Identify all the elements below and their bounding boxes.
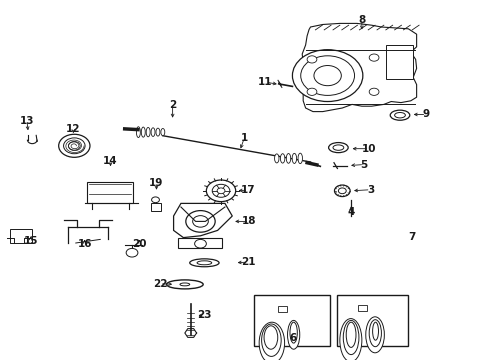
- Text: 3: 3: [366, 185, 373, 195]
- Ellipse shape: [156, 128, 160, 136]
- Text: 18: 18: [242, 216, 256, 226]
- Circle shape: [63, 138, 85, 154]
- Ellipse shape: [389, 110, 409, 120]
- Ellipse shape: [136, 127, 140, 138]
- Ellipse shape: [274, 154, 278, 163]
- Text: 10: 10: [361, 144, 376, 154]
- Ellipse shape: [189, 259, 219, 267]
- Circle shape: [194, 239, 206, 248]
- Text: 12: 12: [66, 123, 81, 134]
- Text: 6: 6: [289, 333, 296, 343]
- Text: 13: 13: [20, 116, 34, 126]
- Circle shape: [68, 141, 80, 150]
- Ellipse shape: [286, 153, 290, 163]
- Text: 19: 19: [149, 178, 163, 188]
- Text: 16: 16: [77, 239, 92, 249]
- Circle shape: [185, 211, 215, 232]
- Text: 21: 21: [241, 257, 255, 267]
- Ellipse shape: [280, 154, 284, 163]
- Circle shape: [306, 56, 316, 63]
- Ellipse shape: [261, 324, 281, 356]
- Ellipse shape: [368, 320, 381, 347]
- Text: 7: 7: [407, 232, 415, 242]
- Circle shape: [212, 184, 229, 197]
- Text: 14: 14: [103, 156, 118, 166]
- Bar: [337, 295, 407, 346]
- Circle shape: [192, 216, 208, 227]
- Circle shape: [126, 248, 138, 257]
- Bar: [254, 295, 329, 346]
- Ellipse shape: [328, 143, 347, 153]
- Bar: [178, 238, 222, 248]
- Ellipse shape: [151, 128, 155, 136]
- Text: 17: 17: [241, 185, 255, 195]
- Ellipse shape: [146, 127, 150, 137]
- Ellipse shape: [372, 322, 378, 340]
- Text: 22: 22: [152, 279, 167, 289]
- Text: 23: 23: [197, 310, 211, 320]
- Circle shape: [206, 180, 235, 202]
- Ellipse shape: [141, 127, 145, 137]
- Text: 2: 2: [169, 100, 176, 110]
- Bar: [386, 45, 412, 79]
- Bar: [150, 203, 161, 211]
- Text: 4: 4: [346, 207, 354, 217]
- Ellipse shape: [346, 322, 355, 347]
- Ellipse shape: [298, 153, 302, 163]
- Text: 9: 9: [422, 109, 429, 120]
- Circle shape: [338, 188, 346, 194]
- Text: 20: 20: [132, 239, 146, 249]
- Ellipse shape: [289, 322, 297, 343]
- Bar: [87, 182, 133, 203]
- Bar: [10, 229, 32, 243]
- Text: 11: 11: [258, 77, 272, 87]
- Ellipse shape: [180, 283, 189, 286]
- Ellipse shape: [365, 317, 384, 353]
- Text: 8: 8: [358, 15, 365, 25]
- Text: 15: 15: [23, 236, 38, 246]
- Circle shape: [300, 56, 354, 95]
- Ellipse shape: [339, 319, 361, 360]
- Polygon shape: [173, 203, 232, 238]
- Circle shape: [217, 188, 224, 194]
- Text: 5: 5: [360, 159, 367, 170]
- Ellipse shape: [264, 326, 277, 349]
- Polygon shape: [302, 23, 416, 112]
- Ellipse shape: [287, 320, 299, 349]
- Ellipse shape: [292, 153, 296, 163]
- Ellipse shape: [259, 322, 284, 360]
- Bar: [277, 306, 286, 312]
- Circle shape: [368, 54, 378, 61]
- Circle shape: [313, 66, 341, 86]
- Circle shape: [306, 88, 316, 95]
- Ellipse shape: [197, 261, 211, 265]
- Circle shape: [59, 134, 90, 157]
- Circle shape: [368, 88, 378, 95]
- Ellipse shape: [166, 280, 203, 289]
- Bar: [357, 305, 366, 311]
- Ellipse shape: [343, 320, 358, 355]
- Ellipse shape: [332, 145, 343, 150]
- Text: 1: 1: [241, 132, 247, 143]
- Circle shape: [334, 185, 349, 197]
- Ellipse shape: [394, 112, 405, 118]
- Circle shape: [292, 50, 362, 102]
- Ellipse shape: [161, 129, 164, 136]
- Circle shape: [151, 197, 159, 203]
